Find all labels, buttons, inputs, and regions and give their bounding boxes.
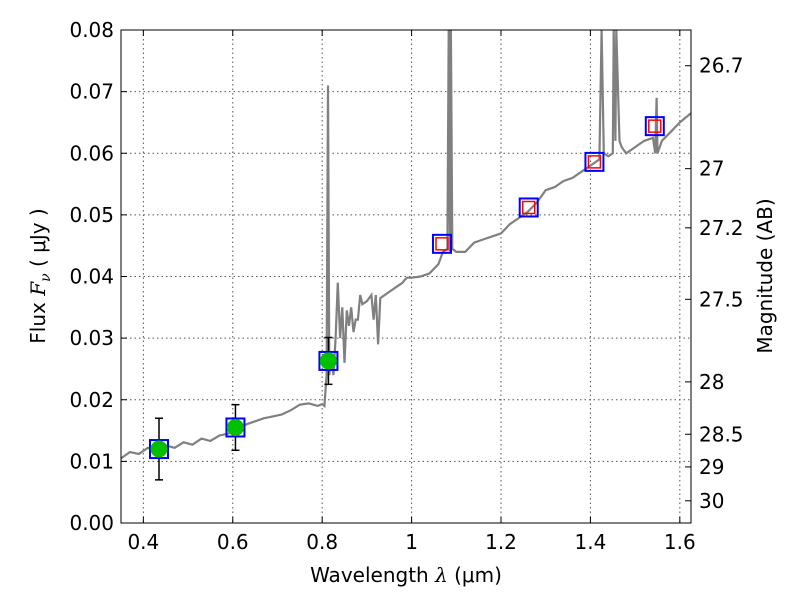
red-square-marker	[435, 237, 449, 251]
x-axis-ticks: 0.4 0.6 0.8 1 1.2 1.4 1.6	[127, 30, 696, 554]
x-tick-label: 1.6	[664, 530, 696, 554]
y-axis-ticks: 0.00 0.01 0.02 0.03 0.04 0.05 0.06 0.07 0.08	[69, 18, 127, 535]
y-tick-label: 0.01	[69, 449, 114, 473]
y-tick-label: 0.00	[69, 511, 114, 535]
right-tick-label: 29	[699, 455, 724, 479]
model-box	[225, 417, 246, 438]
observed-point	[150, 440, 168, 458]
right-tick-label: 27	[699, 157, 724, 181]
x-tick-label: 1.2	[485, 530, 517, 554]
data-point	[149, 417, 169, 481]
x-axis-label: Wavelength λ (μm)	[310, 563, 502, 587]
y-tick-label: 0.04	[69, 265, 114, 289]
right-tick-label: 27.2	[699, 216, 744, 240]
y-tick-label: 0.06	[69, 141, 114, 165]
data-point	[518, 197, 539, 218]
right-tick-label: 26.7	[699, 54, 744, 78]
data-point	[644, 116, 665, 137]
y-tick-label: 0.02	[69, 388, 114, 412]
observed-point	[226, 418, 244, 436]
model-box	[518, 197, 539, 218]
right-tick-label: 27.5	[699, 287, 744, 311]
red-square-marker	[521, 200, 536, 215]
x-tick-label: 0.4	[127, 530, 159, 554]
spectrum-line	[121, 30, 691, 460]
data-point	[584, 151, 605, 172]
red-square-marker	[587, 155, 602, 169]
right-tick-label: 28.5	[699, 422, 744, 446]
x-tick-label: 1.4	[575, 530, 607, 554]
right-tick-label: 28	[699, 370, 724, 394]
x-tick-label: 0.8	[306, 530, 338, 554]
observed-point	[319, 352, 337, 370]
model-box	[149, 439, 169, 460]
model-box	[318, 350, 339, 371]
model-box	[584, 151, 605, 172]
right-tick-label: 30	[699, 489, 724, 513]
y-tick-label: 0.08	[69, 18, 114, 42]
y-tick-label: 0.05	[69, 203, 114, 227]
model-box	[431, 233, 452, 254]
y-tick-label: 0.03	[69, 326, 114, 350]
x-tick-label: 0.6	[217, 530, 249, 554]
red-square-marker	[648, 119, 662, 133]
right-axis-label: Magnitude (AB)	[753, 198, 777, 353]
data-point	[431, 233, 452, 254]
photometry-points	[149, 116, 665, 481]
data-point	[225, 403, 246, 452]
y-axis-label: Flux Fν ( μJy )	[26, 208, 54, 343]
right-axis-ticks: 26.7 27 27.2 27.5 28 28.5 29 30	[685, 54, 744, 513]
data-point	[318, 336, 339, 386]
y-tick-label: 0.07	[69, 80, 114, 104]
model-box	[644, 116, 665, 137]
x-tick-label: 1	[405, 530, 418, 554]
grid-lines	[121, 30, 691, 523]
